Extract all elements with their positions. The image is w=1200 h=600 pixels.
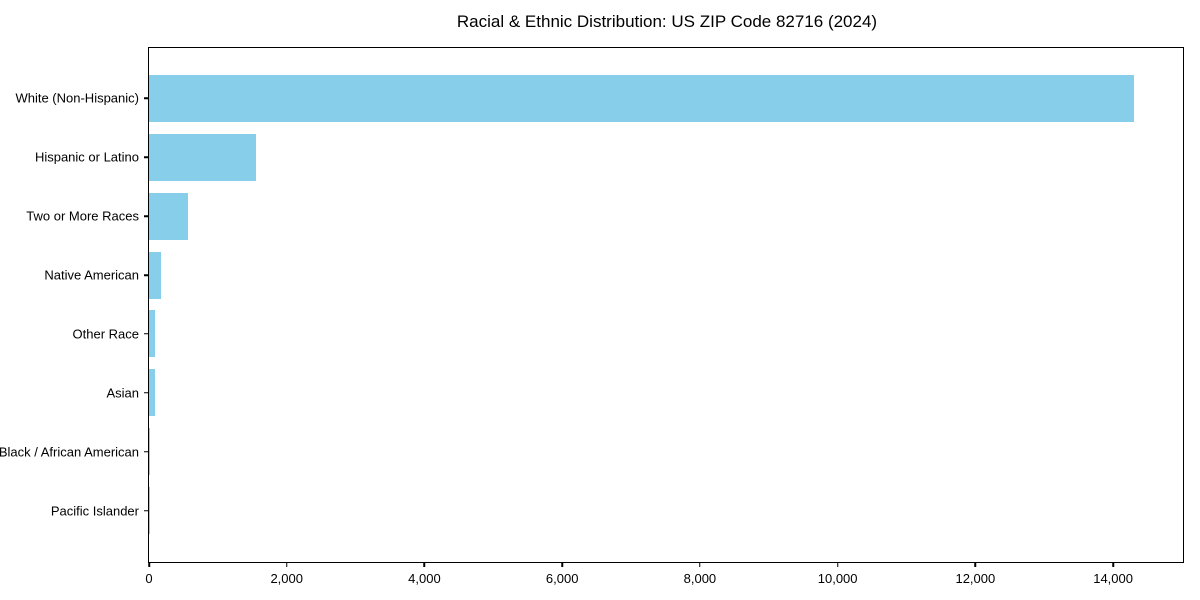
y-axis-label: Pacific Islander <box>50 503 139 519</box>
y-tick-mark <box>144 450 149 453</box>
x-axis: 0 2,000 4,000 6,000 8,000 10,000 12,000 14,000 <box>145 48 1183 586</box>
x-tick-mark <box>974 562 977 567</box>
plot-rows: White (Non-Hispanic) Hispanic or Latino Tw… <box>0 48 1183 562</box>
y-tick-mark <box>144 392 149 394</box>
bar-row: White (Non-Hispanic) <box>15 69 1183 128</box>
x-tick-label: 4,000 <box>408 571 441 586</box>
bar <box>149 251 162 299</box>
x-tick-label: 2,000 <box>270 571 303 586</box>
y-axis-label: Black / African American <box>0 444 139 460</box>
x-tick-label: 6,000 <box>545 571 579 586</box>
bar-row: Pacific Islander <box>51 481 1183 540</box>
y-axis-label: Other Race <box>72 326 139 342</box>
y-axis-label: Two or More Races <box>26 208 139 224</box>
bar-row: Asian <box>106 363 1183 422</box>
x-tick-label: 12,000 <box>955 571 996 586</box>
y-axis-label: Hispanic or Latino <box>34 149 139 165</box>
bar <box>149 133 256 181</box>
bar <box>149 74 1134 122</box>
bar <box>149 310 155 358</box>
x-tick-label: 0 <box>145 571 153 586</box>
x-tick-mark <box>699 562 701 567</box>
y-tick-mark <box>144 274 149 276</box>
chart-title: Racial & Ethnic Distribution: US ZIP Cod… <box>456 12 878 31</box>
x-tick-mark <box>561 562 563 567</box>
y-axis-label: White (Non-Hispanic) <box>15 90 139 106</box>
plot-area: White (Non-Hispanic) Hispanic or Latino Tw… <box>0 47 1184 586</box>
bar-row: Black / African American <box>0 422 1183 481</box>
bar <box>149 428 151 476</box>
bar <box>149 369 155 417</box>
x-tick-label: 8,000 <box>683 571 717 586</box>
y-axis-label: Asian <box>106 385 139 401</box>
bar-row: Hispanic or Latino <box>35 128 1183 187</box>
bar-row: Native American <box>44 246 1183 305</box>
x-tick-mark <box>148 562 150 567</box>
y-tick-mark <box>144 215 149 217</box>
bar-row: Two or More Races <box>26 187 1183 246</box>
x-tick-mark <box>423 562 426 567</box>
y-tick-mark <box>144 156 149 159</box>
y-axis-label: Native American <box>44 267 139 283</box>
x-tick-mark <box>1112 562 1114 567</box>
bar-row: Other Race <box>73 305 1183 364</box>
y-tick-mark <box>144 333 149 335</box>
x-tick-mark <box>285 562 288 567</box>
bar <box>149 192 188 240</box>
x-tick-label: 14,000 <box>1093 571 1133 586</box>
x-tick-mark <box>836 562 839 567</box>
x-tick-label: 10,000 <box>817 571 858 586</box>
y-tick-mark <box>144 97 149 100</box>
y-tick-mark <box>144 509 149 512</box>
